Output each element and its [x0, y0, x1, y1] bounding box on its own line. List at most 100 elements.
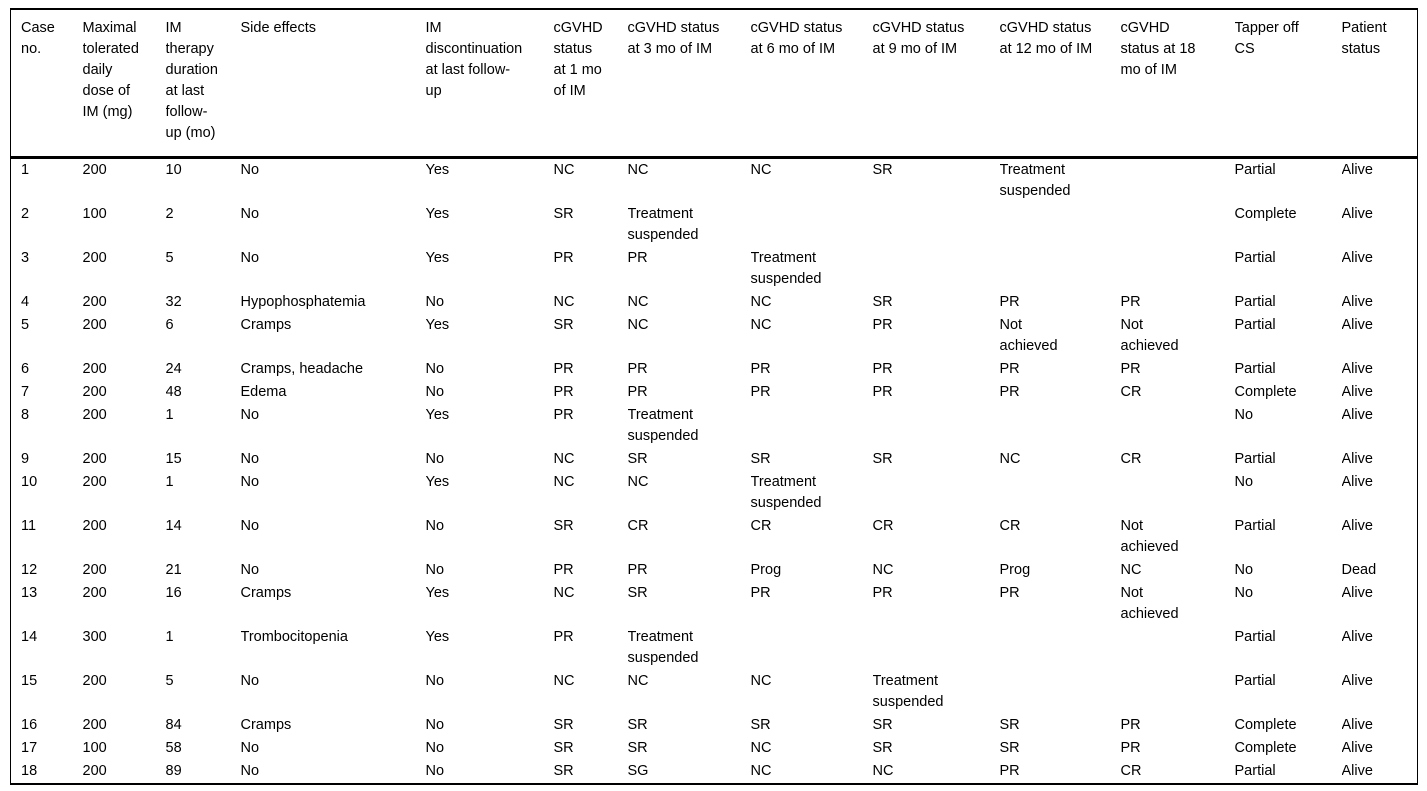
table-row: 8 200 1 No Yes PR Treatment suspended No Alive: [11, 404, 1418, 448]
table-cell: Cramps: [240, 717, 292, 733]
table-cell: No: [425, 384, 445, 400]
table-cell: Partial: [1234, 162, 1276, 178]
table-cell: 1: [165, 629, 174, 645]
table-cell: Yes: [425, 162, 450, 178]
table-cell: CR: [627, 518, 649, 534]
table-cell: PR: [627, 384, 648, 400]
table-row: 16 200 84 Cramps No SR SR SR SR SR PR Complete Alive: [11, 714, 1418, 737]
table-cell: Alive: [1341, 162, 1373, 178]
table-cell: SG: [627, 763, 649, 779]
table-cell: SR: [999, 740, 1020, 756]
table-row: 12 200 21 No No PR PR Prog NC Prog NC No Dead: [11, 559, 1418, 582]
table-cell: PR: [553, 361, 574, 377]
table-row: 15 200 5 No No NC NC NC Treatment suspended Parti…: [11, 670, 1418, 714]
table-cell: NC: [750, 294, 772, 310]
table-cell: NC: [553, 474, 575, 490]
table-cell: [1121, 203, 1235, 247]
table-cell: 8: [21, 407, 30, 423]
table-cell: [1121, 404, 1235, 448]
header-row: Case no. Maximal tolerated daily dose of …: [10, 9, 1418, 158]
table-cell: SR: [553, 518, 574, 534]
table-cell: SR: [627, 717, 648, 733]
table-cell: SR: [553, 317, 574, 333]
table-cell: 16: [21, 717, 38, 733]
table-cell: NC: [1120, 562, 1142, 578]
table-cell: 48: [165, 384, 182, 400]
header-cell: cGVHD status at 1 mo of IM: [553, 20, 603, 99]
table-cell: 3: [21, 250, 30, 266]
table-cell: Cramps: [240, 585, 292, 601]
table-cell: 1: [165, 474, 174, 490]
table-cell: Partial: [1234, 629, 1276, 645]
table-cell: CR: [999, 518, 1021, 534]
table-cell: NC: [750, 673, 772, 689]
table-cell: 200: [82, 474, 107, 490]
table-row: 5 200 6 Cramps Yes SR NC NC PR Not achieved Not ac…: [11, 314, 1418, 358]
table-cell: 89: [165, 763, 182, 779]
table-cell: PR: [1120, 361, 1141, 377]
table-cell: [873, 247, 1000, 291]
table-cell: Alive: [1341, 206, 1373, 222]
table-cell: Treatment suspended: [750, 250, 822, 287]
table-cell: [751, 626, 873, 670]
table-cell: 200: [82, 162, 107, 178]
table-cell: 200: [82, 562, 107, 578]
table-cell: 84: [165, 717, 182, 733]
table-cell: Partial: [1234, 250, 1276, 266]
header-cell: IM discontinuation at last follow- up: [425, 20, 523, 99]
table-cell: [1121, 670, 1235, 714]
table-row: 14 300 1 Trombocitopenia Yes PR Treatment susp…: [11, 626, 1418, 670]
table-cell: PR: [1120, 294, 1141, 310]
table-cell: PR: [872, 317, 893, 333]
table-cell: 200: [82, 673, 107, 689]
table-cell: [873, 626, 1000, 670]
table-cell: Hypophosphatemia: [240, 294, 366, 310]
table-cell: Alive: [1341, 585, 1373, 601]
table-cell: 200: [82, 717, 107, 733]
table-cell: No: [425, 451, 445, 467]
table-cell: 16: [165, 585, 182, 601]
table-cell: NC: [627, 474, 649, 490]
table-cell: 5: [165, 673, 174, 689]
table-cell: Alive: [1341, 361, 1373, 377]
table-cell: 21: [165, 562, 182, 578]
table-cell: Alive: [1341, 294, 1373, 310]
table-cell: Partial: [1234, 317, 1276, 333]
table-cell: 2: [21, 206, 30, 222]
table-row: 4 200 32 Hypophosphatemia No NC NC NC SR PR PR Part…: [11, 291, 1418, 314]
table-cell: No: [425, 717, 445, 733]
table-cell: Partial: [1234, 673, 1276, 689]
table-head: Case no. Maximal tolerated daily dose of …: [10, 9, 1418, 158]
table-cell: No: [425, 562, 445, 578]
table-cell: NC: [627, 673, 649, 689]
table-cell: NC: [750, 763, 772, 779]
table-body: 1 200 10 No Yes NC NC NC SR Treatment suspended Pa…: [11, 158, 1418, 785]
table-cell: Complete: [1234, 206, 1297, 222]
table-cell: No: [240, 162, 260, 178]
table-cell: No: [1234, 562, 1254, 578]
table-cell: PR: [872, 361, 893, 377]
table-cell: NC: [627, 317, 649, 333]
table-row: 13 200 16 Cramps Yes NC SR PR PR PR Not achieved No…: [11, 582, 1418, 626]
table-cell: Complete: [1234, 384, 1297, 400]
table-cell: 200: [82, 294, 107, 310]
table-cell: No: [425, 740, 445, 756]
table-cell: Complete: [1234, 717, 1297, 733]
table-cell: PR: [872, 585, 893, 601]
header-cell: cGVHD status at 18 mo of IM: [1120, 20, 1196, 78]
table-cell: Alive: [1341, 740, 1373, 756]
table-cell: Treatment suspended: [627, 407, 699, 444]
table-cell: Cramps: [240, 317, 292, 333]
table-cell: Alive: [1341, 384, 1373, 400]
table-cell: NC: [750, 317, 772, 333]
patients-table-container: Case no. Maximal tolerated daily dose of …: [10, 8, 1418, 785]
table-cell: 10: [21, 474, 38, 490]
table-cell: Partial: [1234, 451, 1276, 467]
table-cell: Yes: [425, 629, 450, 645]
table-cell: [751, 404, 873, 448]
table-cell: 1: [165, 407, 174, 423]
table-cell: [1000, 471, 1121, 515]
table-cell: No: [240, 250, 260, 266]
table-cell: [873, 203, 1000, 247]
table-cell: PR: [999, 361, 1020, 377]
